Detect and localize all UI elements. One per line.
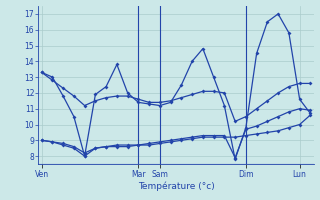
X-axis label: Température (°c): Température (°c) xyxy=(138,181,214,191)
